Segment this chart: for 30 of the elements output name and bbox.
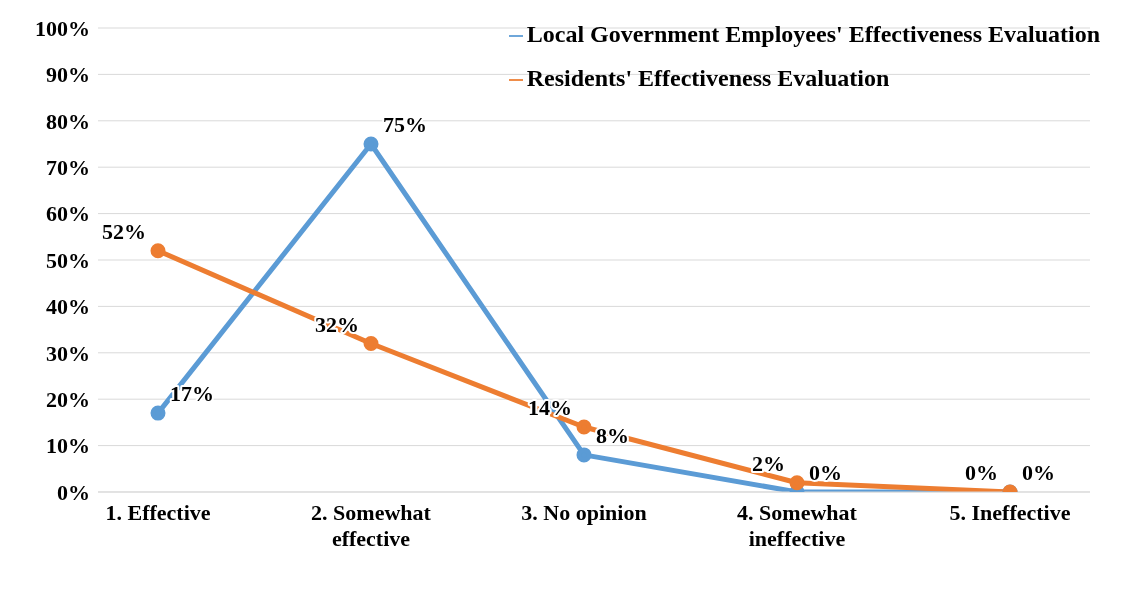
x-tick-label: 2. Somewhat effective <box>311 500 432 551</box>
y-tick-label: 80% <box>46 108 90 134</box>
y-tick-label: 50% <box>46 247 90 273</box>
point <box>150 243 166 259</box>
x-tick-label: 5. Ineffective <box>949 500 1071 525</box>
legend-label: Residents' Effectiveness Evaluation <box>526 65 890 91</box>
x-tick-label: 4. Somewhat ineffective <box>737 500 858 551</box>
y-tick-label: 30% <box>46 340 90 366</box>
point <box>576 447 592 463</box>
x-tick-label: 1. Effective <box>105 500 211 525</box>
x-tick-label: 3. No opinion <box>521 500 647 525</box>
point <box>363 336 379 352</box>
y-tick-label: 60% <box>46 201 90 227</box>
point <box>150 405 166 421</box>
point <box>576 419 592 435</box>
point <box>363 136 379 152</box>
data-label: 0% <box>809 460 842 485</box>
y-tick-label: 20% <box>46 387 90 413</box>
y-tick-label: 90% <box>46 62 90 88</box>
data-label: 0% <box>1022 460 1055 485</box>
y-tick-label: 10% <box>46 433 90 459</box>
y-tick-label: 0% <box>57 479 90 505</box>
y-tick-label: 40% <box>46 294 90 320</box>
legend-label: Local Government Employees' Effectiveness Evaluation <box>526 21 1100 47</box>
data-label: 2% <box>752 450 785 476</box>
data-label: 52% <box>102 218 146 244</box>
data-label: 75% <box>383 112 427 137</box>
y-tick-label: 70% <box>46 155 90 181</box>
data-label: 0% <box>965 460 998 485</box>
y-tick-label: 100% <box>35 15 90 41</box>
